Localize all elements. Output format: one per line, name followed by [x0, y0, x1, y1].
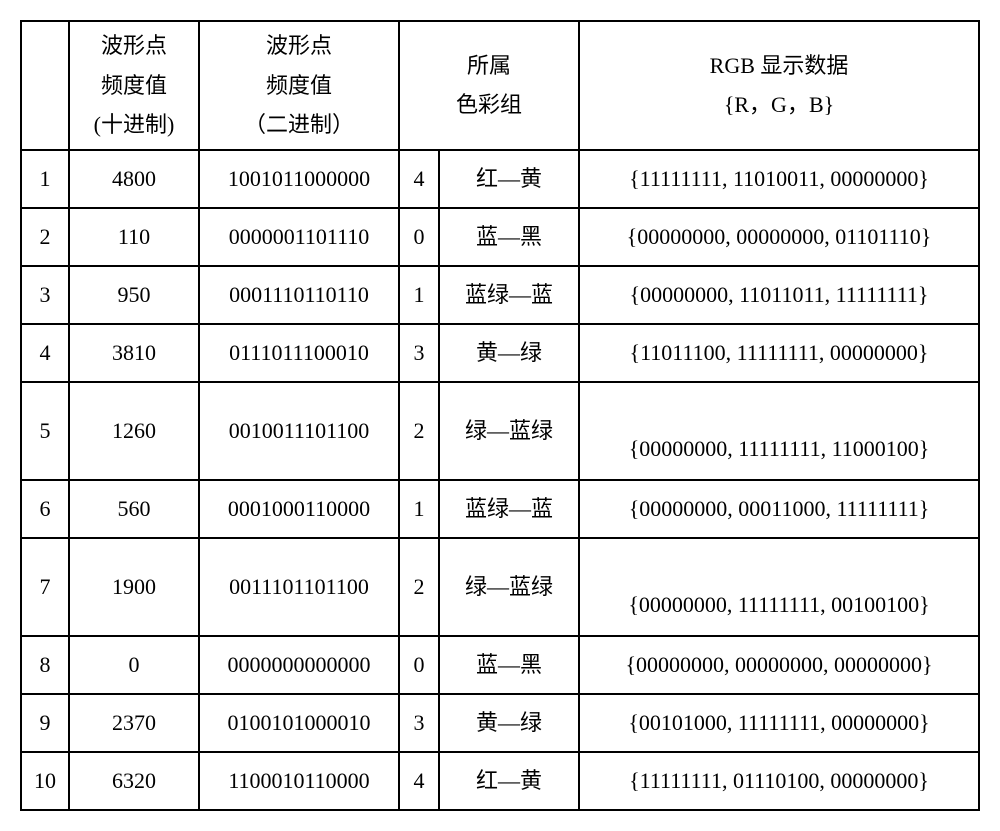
header-binary-l1: 波形点	[206, 26, 392, 66]
table-body: 1480010010110000004红—黄{11111111, 1101001…	[21, 150, 979, 810]
table-row: 656000010001100001蓝绿—蓝{00000000, 0001100…	[21, 480, 979, 538]
cell-rgb: {00000000, 00000000, 00000000}	[579, 636, 979, 694]
header-decimal-l2: 频度值	[76, 66, 192, 106]
cell-index: 6	[21, 480, 69, 538]
cell-binary: 0011101101100	[199, 538, 399, 636]
header-decimal-l1: 波形点	[76, 26, 192, 66]
cell-decimal: 0	[69, 636, 199, 694]
header-rgb: RGB 显示数据 {R，G，B}	[579, 21, 979, 150]
cell-index: 7	[21, 538, 69, 636]
table-row: 1480010010110000004红—黄{11111111, 1101001…	[21, 150, 979, 208]
cell-binary: 0100101000010	[199, 694, 399, 752]
cell-index: 5	[21, 382, 69, 480]
table-row: 5126000100111011002绿—蓝绿{00000000, 111111…	[21, 382, 979, 480]
cell-binary: 1001011000000	[199, 150, 399, 208]
cell-binary: 0010011101100	[199, 382, 399, 480]
cell-group-num: 1	[399, 266, 439, 324]
cell-index: 9	[21, 694, 69, 752]
cell-binary: 0111011100010	[199, 324, 399, 382]
table-row: 7190000111011011002绿—蓝绿{00000000, 111111…	[21, 538, 979, 636]
cell-color: 蓝—黑	[439, 636, 579, 694]
header-row: 波形点 频度值 (十进制) 波形点 频度值 （二进制） 所属 色彩组 RGB 显…	[21, 21, 979, 150]
cell-color: 绿—蓝绿	[439, 382, 579, 480]
cell-binary: 0000000000000	[199, 636, 399, 694]
cell-color: 红—黄	[439, 150, 579, 208]
cell-binary: 0001110110110	[199, 266, 399, 324]
cell-index: 1	[21, 150, 69, 208]
cell-index: 4	[21, 324, 69, 382]
cell-decimal: 110	[69, 208, 199, 266]
table-row: 8000000000000000蓝—黑{00000000, 00000000, …	[21, 636, 979, 694]
cell-color: 绿—蓝绿	[439, 538, 579, 636]
header-decimal: 波形点 频度值 (十进制)	[69, 21, 199, 150]
cell-color: 蓝绿—蓝	[439, 480, 579, 538]
cell-binary: 0000001101110	[199, 208, 399, 266]
cell-rgb: {11111111, 11010011, 00000000}	[579, 150, 979, 208]
cell-group-num: 0	[399, 636, 439, 694]
cell-decimal: 950	[69, 266, 199, 324]
cell-decimal: 1260	[69, 382, 199, 480]
table-row: 4381001110111000103黄—绿{11011100, 1111111…	[21, 324, 979, 382]
cell-color: 黄—绿	[439, 694, 579, 752]
header-decimal-l3: (十进制)	[76, 105, 192, 145]
header-color-group: 所属 色彩组	[399, 21, 579, 150]
cell-color: 黄—绿	[439, 324, 579, 382]
cell-group-num: 4	[399, 752, 439, 810]
cell-index: 3	[21, 266, 69, 324]
cell-rgb: {00000000, 00000000, 01101110}	[579, 208, 979, 266]
cell-group-num: 2	[399, 538, 439, 636]
header-binary-l2: 频度值	[206, 66, 392, 106]
cell-decimal: 3810	[69, 324, 199, 382]
data-table: 波形点 频度值 (十进制) 波形点 频度值 （二进制） 所属 色彩组 RGB 显…	[20, 20, 980, 811]
header-binary: 波形点 频度值 （二进制）	[199, 21, 399, 150]
cell-color: 蓝—黑	[439, 208, 579, 266]
table-row: 10632011000101100004红—黄{11111111, 011101…	[21, 752, 979, 810]
cell-decimal: 1900	[69, 538, 199, 636]
cell-rgb: {00000000, 11111111, 11000100}	[579, 382, 979, 480]
cell-index: 8	[21, 636, 69, 694]
header-binary-l3: （二进制）	[206, 105, 392, 145]
cell-decimal: 6320	[69, 752, 199, 810]
header-color-group-l1: 所属	[406, 46, 572, 86]
cell-decimal: 2370	[69, 694, 199, 752]
cell-group-num: 2	[399, 382, 439, 480]
cell-color: 蓝绿—蓝	[439, 266, 579, 324]
cell-rgb: {00101000, 11111111, 00000000}	[579, 694, 979, 752]
header-rgb-l2: {R，G，B}	[586, 85, 972, 125]
table-row: 211000000011011100蓝—黑{00000000, 00000000…	[21, 208, 979, 266]
cell-index: 10	[21, 752, 69, 810]
cell-index: 2	[21, 208, 69, 266]
cell-rgb: {11011100, 11111111, 00000000}	[579, 324, 979, 382]
cell-binary: 0001000110000	[199, 480, 399, 538]
cell-group-num: 0	[399, 208, 439, 266]
cell-rgb: {00000000, 00011000, 11111111}	[579, 480, 979, 538]
cell-group-num: 3	[399, 694, 439, 752]
cell-rgb: {00000000, 11111111, 00100100}	[579, 538, 979, 636]
cell-decimal: 560	[69, 480, 199, 538]
header-color-group-l2: 色彩组	[406, 85, 572, 125]
cell-group-num: 1	[399, 480, 439, 538]
cell-group-num: 4	[399, 150, 439, 208]
cell-color: 红—黄	[439, 752, 579, 810]
table-row: 9237001001010000103黄—绿{00101000, 1111111…	[21, 694, 979, 752]
header-rgb-l1: RGB 显示数据	[586, 46, 972, 86]
cell-group-num: 3	[399, 324, 439, 382]
cell-rgb: {11111111, 01110100, 00000000}	[579, 752, 979, 810]
cell-binary: 1100010110000	[199, 752, 399, 810]
cell-rgb: {00000000, 11011011, 11111111}	[579, 266, 979, 324]
cell-decimal: 4800	[69, 150, 199, 208]
table-row: 395000011101101101蓝绿—蓝{00000000, 1101101…	[21, 266, 979, 324]
header-blank	[21, 21, 69, 150]
